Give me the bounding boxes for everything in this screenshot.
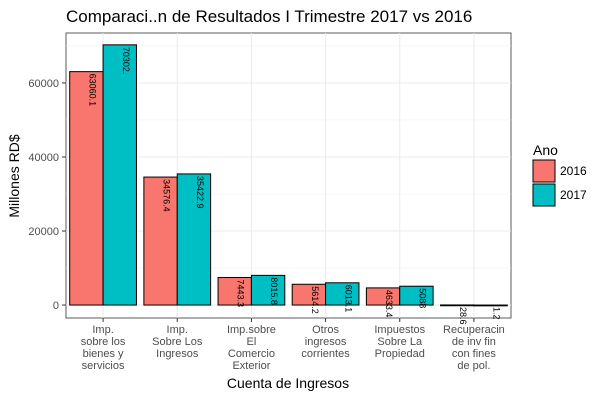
y-tick-label: 20000	[28, 226, 59, 238]
value-label-2017-3: 8015.8	[269, 277, 279, 305]
bar-2017-5	[399, 285, 434, 306]
value-label-2017-6: 1.2	[492, 307, 502, 320]
value-label-2016-4: 5614.2	[310, 286, 320, 314]
bar-2017-1	[102, 44, 137, 306]
plot-panel	[65, 32, 512, 319]
y-tick-label: 40000	[28, 152, 59, 164]
y-axis-title: Millones RD$	[6, 134, 22, 217]
value-label-2016-6: 28.6	[458, 307, 468, 325]
y-tick-label: 60000	[28, 78, 59, 90]
x-tick-label-5: Impuestos Sobre La Propiedad	[374, 324, 425, 360]
bar-2017-6	[473, 304, 508, 307]
value-label-2017-4: 6013.1	[343, 285, 353, 313]
x-tick-label-4: Otros ingresos corrientes	[301, 324, 350, 360]
legend-label-2016: 2016	[560, 164, 587, 178]
x-tick-label-6: Recuperacin de inv fin con fines de pol.	[443, 324, 505, 372]
legend-title: Ano	[533, 142, 558, 158]
value-labels: 63060.1 34576.4 7443.3 5614.2 4633.4 28.6 7030…	[87, 47, 501, 325]
legend-label-2017: 2017	[560, 188, 587, 202]
value-label-2016-2: 34576.4	[162, 179, 172, 212]
bar-2017-2	[176, 173, 212, 306]
x-tick-label-3: Imp.sobre El Comercio Exterior	[227, 324, 276, 372]
x-axis: Imp. sobre los bienes y servicios Imp. Sobre …	[81, 318, 505, 372]
y-tick-label: 0	[53, 300, 59, 312]
value-label-2016-3: 7443.3	[236, 279, 246, 307]
bar-2017-4	[325, 282, 360, 306]
legend-key-2016	[532, 159, 556, 183]
bar-2016-2	[143, 176, 178, 306]
y-axis: 0 20000 40000 60000	[28, 78, 66, 312]
value-label-2017-1: 70302.	[121, 47, 131, 75]
bar-2017-3	[250, 274, 286, 306]
x-tick-label-2: Imp. Sobre Los Ingresos	[152, 324, 203, 360]
legend-key-2017	[532, 183, 556, 207]
bars	[69, 44, 508, 307]
value-label-2017-2: 35422.9	[195, 176, 205, 209]
bar-2016-6	[440, 304, 475, 307]
x-axis-title: Cuenta de Ingresos	[227, 375, 349, 391]
x-tick-label-1: Imp. sobre los bienes y servicios	[81, 324, 126, 372]
value-label-2016-5: 4633.4	[384, 290, 394, 318]
bar-2016-1	[69, 71, 104, 306]
value-label-2017-5: 5088	[417, 288, 427, 308]
chart-title: Comparaci..n de Resultados I Trimestre 2…	[66, 7, 472, 26]
legend: Ano 2016 2017	[532, 142, 587, 207]
value-label-2016-1: 63060.1	[87, 74, 97, 107]
